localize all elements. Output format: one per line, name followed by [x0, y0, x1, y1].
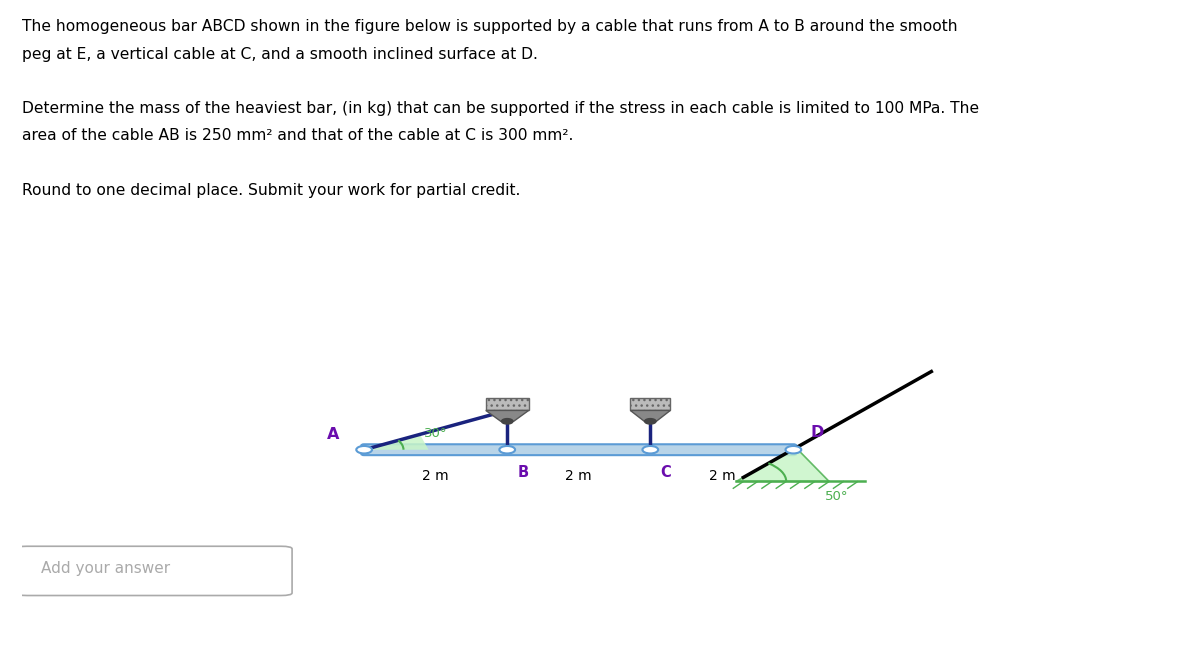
Text: 2 m: 2 m: [565, 469, 592, 483]
FancyBboxPatch shape: [16, 546, 292, 596]
Text: Add your answer: Add your answer: [41, 561, 170, 577]
Text: 30°: 30°: [425, 427, 448, 440]
Polygon shape: [486, 410, 529, 421]
Text: A: A: [326, 426, 338, 441]
Text: Determine the mass of the heaviest bar, (in kg) that can be supported if the str: Determine the mass of the heaviest bar, …: [22, 101, 979, 116]
Circle shape: [502, 419, 512, 424]
Text: 2 m: 2 m: [708, 469, 736, 483]
Text: Round to one decimal place. Submit your work for partial credit.: Round to one decimal place. Submit your …: [22, 183, 520, 198]
Circle shape: [356, 446, 372, 454]
Text: The homogeneous bar ABCD shown in the figure below is supported by a cable that : The homogeneous bar ABCD shown in the fi…: [22, 19, 958, 34]
FancyBboxPatch shape: [361, 445, 797, 455]
Text: D: D: [810, 424, 824, 439]
Polygon shape: [630, 410, 671, 421]
Text: C: C: [660, 465, 671, 480]
Circle shape: [644, 419, 656, 424]
Text: Integer, decimal, or E notation allowed: Integer, decimal, or E notation allowed: [22, 580, 292, 594]
Polygon shape: [364, 434, 428, 450]
Circle shape: [642, 446, 658, 454]
Circle shape: [499, 446, 515, 454]
Text: area of the cable AB is 250 mm² and that of the cable at C is 300 mm².: area of the cable AB is 250 mm² and that…: [22, 128, 572, 143]
Text: peg at E, a vertical cable at C, and a smooth inclined surface at D.: peg at E, a vertical cable at C, and a s…: [22, 47, 538, 62]
Bar: [486, 398, 529, 410]
Text: 2 m: 2 m: [422, 469, 449, 483]
Circle shape: [786, 446, 802, 454]
Polygon shape: [736, 448, 829, 481]
Text: B: B: [517, 465, 528, 480]
Bar: [630, 398, 671, 410]
Text: 50°: 50°: [824, 490, 848, 503]
